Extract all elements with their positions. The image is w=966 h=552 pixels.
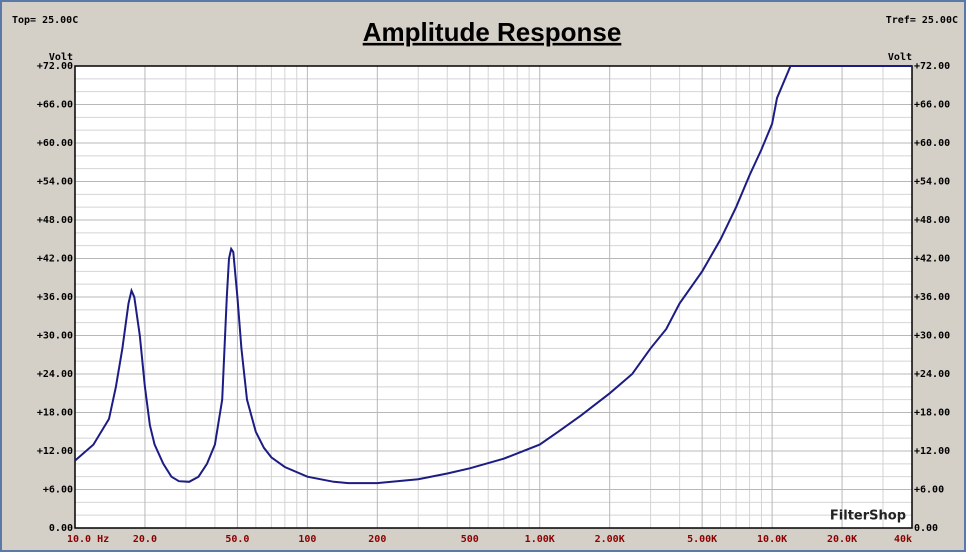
y-tick-label: +6.00 (43, 485, 73, 496)
y-tick-label: +42.00 (37, 254, 73, 265)
y-tick-label: +36.00 (37, 292, 73, 303)
y-tick-label: +30.00 (37, 331, 73, 342)
y-tick-label: 0.00 (49, 523, 73, 534)
tref-label: Tref= 25.00C (886, 15, 958, 26)
y-tick-label: +48.00 (37, 215, 73, 226)
y2-tick-label: +48.00 (914, 215, 950, 226)
y-tick-label: +54.00 (37, 177, 73, 188)
x-tick-label: 1.00K (525, 534, 555, 545)
x-tick-label: 2.00K (595, 534, 625, 545)
y2-tick-label: +12.00 (914, 446, 950, 457)
plot-frame (74, 65, 913, 529)
x-tick-label: 200 (368, 534, 386, 545)
y2-axis-label: Volt (888, 52, 912, 63)
top-label: Top= 25.00C (12, 15, 78, 26)
x-tick-label: 50.0 (225, 534, 249, 545)
y2-tick-label: 0.00 (914, 523, 938, 534)
x-tick-label: 10.0 Hz (67, 534, 109, 545)
y2-tick-label: +42.00 (914, 254, 950, 265)
y2-tick-label: +30.00 (914, 331, 950, 342)
x-tick-label: 100 (298, 534, 316, 545)
x-tick-label: 20.0K (827, 534, 857, 545)
y-axis-label: Volt (49, 52, 73, 63)
y-tick-label: +66.00 (37, 100, 73, 111)
x-tick-label: 10.0K (757, 534, 787, 545)
y2-tick-label: +18.00 (914, 408, 950, 419)
y2-tick-label: +60.00 (914, 138, 950, 149)
x-tick-label: 500 (461, 534, 479, 545)
y-tick-label: +12.00 (37, 446, 73, 457)
y2-tick-label: +72.00 (914, 61, 950, 72)
x-tick-label: 20.0 (133, 534, 157, 545)
y2-tick-label: +24.00 (914, 369, 950, 380)
watermark: FilterShop (830, 509, 906, 524)
x-tick-label: 40k (894, 534, 912, 545)
y-tick-label: +24.00 (37, 369, 73, 380)
y-tick-label: +18.00 (37, 408, 73, 419)
y2-tick-label: +54.00 (914, 177, 950, 188)
x-tick-label: 5.00K (687, 534, 717, 545)
response-curve (74, 65, 912, 485)
y2-tick-label: +6.00 (914, 485, 944, 496)
y-tick-label: +60.00 (37, 138, 73, 149)
y-tick-label: +72.00 (37, 61, 73, 72)
chart-title: Amplitude Response (363, 17, 622, 47)
y2-tick-label: +66.00 (914, 100, 950, 111)
y2-tick-label: +36.00 (914, 292, 950, 303)
